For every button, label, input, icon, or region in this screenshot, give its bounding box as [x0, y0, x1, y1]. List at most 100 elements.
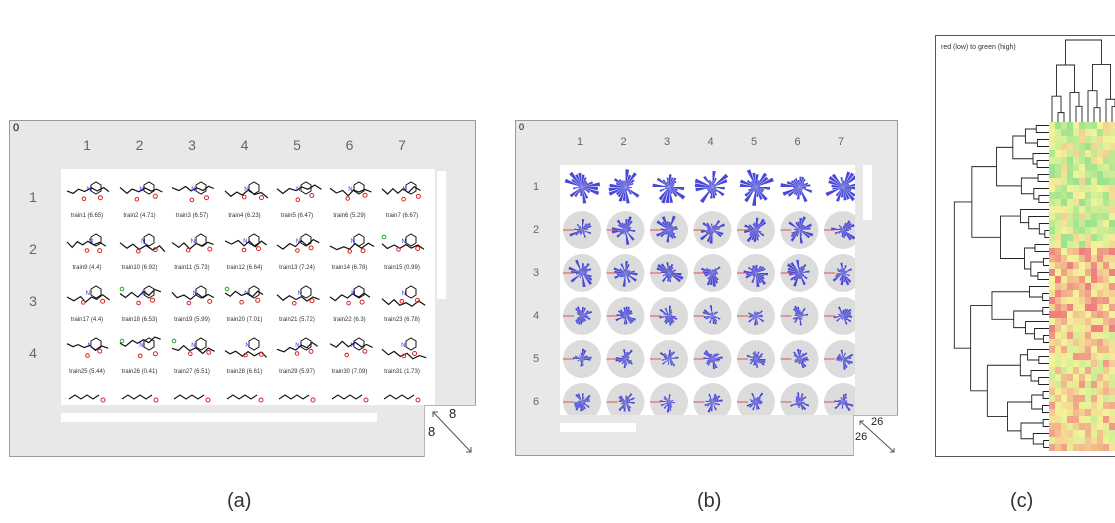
radial-glyph[interactable]	[737, 383, 775, 415]
radial-glyph[interactable]	[693, 383, 732, 415]
radial-glyph[interactable]	[780, 168, 819, 206]
radial-glyph[interactable]	[606, 211, 645, 249]
resize-diagonal-icon	[859, 420, 895, 453]
radial-glyph[interactable]	[780, 383, 819, 415]
radial-glyph[interactable]	[563, 211, 601, 249]
zoom-corner[interactable]: 26 26	[853, 415, 898, 456]
horizontal-scrollbar[interactable]	[61, 413, 377, 422]
radial-glyph[interactable]	[563, 340, 601, 378]
radial-glyph[interactable]	[824, 254, 855, 292]
heatmap-with-dendrogram[interactable]	[936, 36, 1115, 456]
radial-glyph[interactable]	[650, 168, 688, 206]
radial-glyph[interactable]	[780, 340, 819, 378]
radial-glyph[interactable]	[650, 383, 688, 415]
horizontal-scrollbar[interactable]	[560, 423, 636, 432]
caption-c: (c)	[1010, 490, 1034, 512]
radial-glyph[interactable]	[824, 340, 855, 378]
svg-text:N: N	[351, 291, 355, 297]
radial-glyph[interactable]	[606, 383, 645, 415]
radial-glyph[interactable]	[563, 297, 601, 335]
radial-glyph[interactable]	[693, 211, 732, 249]
zoom-columns-value: 26	[871, 416, 884, 428]
radial-glyph[interactable]	[563, 254, 601, 292]
radial-glyph[interactable]	[737, 340, 775, 378]
radial-glyph[interactable]	[737, 168, 775, 206]
radial-glyph[interactable]	[563, 168, 601, 206]
radial-glyph[interactable]	[737, 297, 775, 335]
column-header: 3	[663, 136, 671, 148]
radial-glyph[interactable]	[737, 211, 775, 249]
molecule-label: train30 (7.09)	[331, 369, 368, 375]
zoom-corner[interactable]: 8 8	[424, 405, 476, 457]
grid-area[interactable]	[560, 165, 855, 415]
row-header: 3	[29, 293, 37, 309]
radial-glyph[interactable]	[693, 168, 732, 206]
svg-text:N: N	[243, 239, 247, 245]
radial-glyph[interactable]	[650, 297, 688, 335]
svg-text:N: N	[193, 291, 197, 297]
radial-glyph[interactable]	[650, 211, 688, 249]
radial-glyph[interactable]	[563, 383, 601, 415]
radial-glyph[interactable]	[606, 168, 645, 206]
radial-glyph[interactable]	[780, 211, 819, 249]
radial-glyph[interactable]	[693, 340, 732, 378]
radial-glyph[interactable]	[606, 297, 645, 335]
radial-glyph[interactable]	[606, 254, 645, 292]
vertical-scrollbar[interactable]	[863, 165, 872, 220]
row-header: 4	[532, 310, 540, 322]
radial-glyph[interactable]	[650, 254, 688, 292]
radial-glyph[interactable]	[737, 254, 775, 292]
radial-glyph[interactable]	[650, 340, 688, 378]
radial-glyph[interactable]	[780, 254, 819, 292]
radial-glyph[interactable]	[693, 297, 732, 335]
molecule-structure-icon	[226, 394, 263, 403]
radial-glyph[interactable]	[824, 297, 855, 335]
radial-glyph[interactable]	[824, 211, 855, 249]
column-header: 6	[794, 136, 801, 148]
svg-text:N: N	[139, 343, 143, 349]
molecule-structure-icon: N	[276, 233, 320, 253]
radial-glyph[interactable]	[824, 168, 855, 206]
radial-glyph[interactable]	[824, 383, 855, 415]
column-header: 5	[293, 137, 301, 153]
molecule-structure-icon: N	[224, 337, 267, 358]
molecule-structure-icon: N	[171, 337, 215, 357]
radial-glyph[interactable]	[693, 254, 732, 292]
radial-glyph[interactable]	[606, 340, 645, 378]
caption-a: (a)	[227, 490, 252, 512]
svg-text:N: N	[244, 187, 248, 193]
radial-glyph[interactable]	[780, 297, 819, 335]
row-dendrogram	[953, 125, 1049, 448]
vertical-scrollbar[interactable]	[437, 171, 446, 299]
column-header: 1	[576, 136, 584, 148]
